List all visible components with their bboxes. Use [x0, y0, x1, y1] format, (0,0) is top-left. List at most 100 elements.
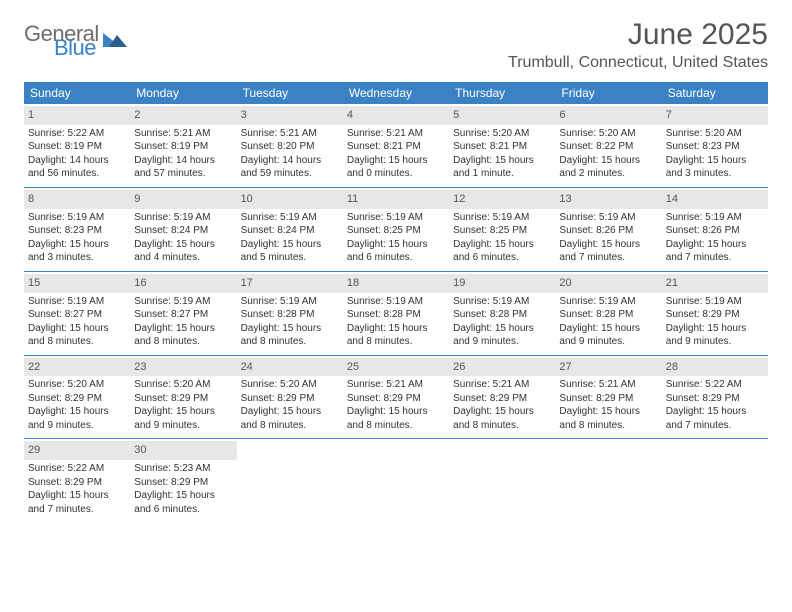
detail-daylight2: and 8 minutes. — [241, 335, 339, 349]
detail-daylight2: and 6 minutes. — [134, 503, 232, 517]
day-number: 19 — [449, 274, 555, 293]
location: Trumbull, Connecticut, United States — [508, 54, 768, 72]
detail-daylight2: and 0 minutes. — [347, 167, 445, 181]
detail-daylight2: and 9 minutes. — [453, 335, 551, 349]
detail-sunrise: Sunrise: 5:19 AM — [28, 211, 126, 225]
detail-sunrise: Sunrise: 5:20 AM — [559, 127, 657, 141]
detail-daylight1: Daylight: 15 hours — [347, 405, 445, 419]
calendar-week: 8Sunrise: 5:19 AMSunset: 8:23 PMDaylight… — [24, 188, 768, 272]
detail-sunrise: Sunrise: 5:20 AM — [134, 378, 232, 392]
calendar-cell: 15Sunrise: 5:19 AMSunset: 8:27 PMDayligh… — [24, 272, 130, 355]
detail-sunset: Sunset: 8:25 PM — [453, 224, 551, 238]
calendar-week: 22Sunrise: 5:20 AMSunset: 8:29 PMDayligh… — [24, 356, 768, 440]
detail-daylight2: and 9 minutes. — [559, 335, 657, 349]
detail-daylight2: and 5 minutes. — [241, 251, 339, 265]
detail-daylight2: and 8 minutes. — [134, 335, 232, 349]
day-number: 23 — [130, 358, 236, 377]
day-number: 7 — [662, 106, 768, 125]
detail-daylight1: Daylight: 15 hours — [134, 405, 232, 419]
day-number: 4 — [343, 106, 449, 125]
triangle-icon — [103, 29, 129, 54]
calendar-cell: 26Sunrise: 5:21 AMSunset: 8:29 PMDayligh… — [449, 356, 555, 439]
detail-sunset: Sunset: 8:29 PM — [134, 392, 232, 406]
calendar-cell: 29Sunrise: 5:22 AMSunset: 8:29 PMDayligh… — [24, 439, 130, 522]
detail-sunrise: Sunrise: 5:20 AM — [453, 127, 551, 141]
detail-daylight2: and 4 minutes. — [134, 251, 232, 265]
detail-daylight2: and 8 minutes. — [28, 335, 126, 349]
calendar-header-cell: Saturday — [662, 82, 768, 104]
detail-sunset: Sunset: 8:29 PM — [666, 392, 764, 406]
day-number: 30 — [130, 441, 236, 460]
detail-daylight1: Daylight: 15 hours — [134, 238, 232, 252]
detail-daylight2: and 8 minutes. — [241, 419, 339, 433]
day-number: 1 — [24, 106, 130, 125]
calendar-cell: 2Sunrise: 5:21 AMSunset: 8:19 PMDaylight… — [130, 104, 236, 187]
detail-sunset: Sunset: 8:24 PM — [134, 224, 232, 238]
detail-daylight1: Daylight: 15 hours — [347, 154, 445, 168]
detail-sunset: Sunset: 8:23 PM — [28, 224, 126, 238]
detail-sunset: Sunset: 8:21 PM — [453, 140, 551, 154]
detail-daylight1: Daylight: 15 hours — [28, 405, 126, 419]
calendar-cell: 12Sunrise: 5:19 AMSunset: 8:25 PMDayligh… — [449, 188, 555, 271]
calendar-cell: 7Sunrise: 5:20 AMSunset: 8:23 PMDaylight… — [662, 104, 768, 187]
detail-sunset: Sunset: 8:27 PM — [28, 308, 126, 322]
day-number: 3 — [237, 106, 343, 125]
detail-sunset: Sunset: 8:19 PM — [134, 140, 232, 154]
day-number: 9 — [130, 190, 236, 209]
detail-daylight1: Daylight: 15 hours — [28, 489, 126, 503]
calendar-cell: 9Sunrise: 5:19 AMSunset: 8:24 PMDaylight… — [130, 188, 236, 271]
calendar-header-cell: Monday — [130, 82, 236, 104]
detail-sunset: Sunset: 8:28 PM — [347, 308, 445, 322]
detail-sunrise: Sunrise: 5:19 AM — [347, 211, 445, 225]
detail-daylight2: and 1 minute. — [453, 167, 551, 181]
day-number: 25 — [343, 358, 449, 377]
detail-daylight1: Daylight: 15 hours — [134, 322, 232, 336]
detail-sunset: Sunset: 8:25 PM — [347, 224, 445, 238]
detail-sunset: Sunset: 8:29 PM — [28, 392, 126, 406]
detail-daylight2: and 8 minutes. — [347, 419, 445, 433]
day-number: 17 — [237, 274, 343, 293]
calendar-cell-empty — [449, 439, 555, 522]
calendar-cell: 25Sunrise: 5:21 AMSunset: 8:29 PMDayligh… — [343, 356, 449, 439]
detail-daylight1: Daylight: 15 hours — [134, 489, 232, 503]
detail-sunrise: Sunrise: 5:20 AM — [28, 378, 126, 392]
calendar-header-row: SundayMondayTuesdayWednesdayThursdayFrid… — [24, 82, 768, 104]
detail-sunset: Sunset: 8:22 PM — [559, 140, 657, 154]
detail-sunset: Sunset: 8:19 PM — [28, 140, 126, 154]
calendar-cell-empty — [662, 439, 768, 522]
detail-sunrise: Sunrise: 5:22 AM — [28, 127, 126, 141]
day-number: 28 — [662, 358, 768, 377]
detail-sunset: Sunset: 8:29 PM — [666, 308, 764, 322]
detail-daylight1: Daylight: 15 hours — [559, 322, 657, 336]
detail-sunset: Sunset: 8:27 PM — [134, 308, 232, 322]
detail-daylight2: and 56 minutes. — [28, 167, 126, 181]
detail-daylight1: Daylight: 15 hours — [241, 322, 339, 336]
detail-daylight1: Daylight: 15 hours — [453, 238, 551, 252]
detail-sunset: Sunset: 8:29 PM — [347, 392, 445, 406]
detail-sunrise: Sunrise: 5:22 AM — [666, 378, 764, 392]
detail-daylight1: Daylight: 15 hours — [347, 322, 445, 336]
detail-sunrise: Sunrise: 5:21 AM — [559, 378, 657, 392]
calendar-week: 29Sunrise: 5:22 AMSunset: 8:29 PMDayligh… — [24, 439, 768, 522]
detail-daylight1: Daylight: 15 hours — [453, 154, 551, 168]
detail-daylight1: Daylight: 15 hours — [666, 405, 764, 419]
detail-daylight1: Daylight: 15 hours — [559, 154, 657, 168]
calendar-header-cell: Sunday — [24, 82, 130, 104]
detail-sunrise: Sunrise: 5:19 AM — [241, 211, 339, 225]
calendar-cell: 8Sunrise: 5:19 AMSunset: 8:23 PMDaylight… — [24, 188, 130, 271]
calendar-cell: 27Sunrise: 5:21 AMSunset: 8:29 PMDayligh… — [555, 356, 661, 439]
calendar-cell: 19Sunrise: 5:19 AMSunset: 8:28 PMDayligh… — [449, 272, 555, 355]
day-number: 20 — [555, 274, 661, 293]
detail-sunset: Sunset: 8:24 PM — [241, 224, 339, 238]
detail-daylight1: Daylight: 15 hours — [666, 154, 764, 168]
detail-sunrise: Sunrise: 5:20 AM — [666, 127, 764, 141]
day-number: 21 — [662, 274, 768, 293]
detail-sunset: Sunset: 8:28 PM — [453, 308, 551, 322]
day-number: 2 — [130, 106, 236, 125]
detail-sunset: Sunset: 8:28 PM — [241, 308, 339, 322]
detail-sunset: Sunset: 8:21 PM — [347, 140, 445, 154]
month-title: June 2025 — [508, 18, 768, 52]
calendar-cell: 17Sunrise: 5:19 AMSunset: 8:28 PMDayligh… — [237, 272, 343, 355]
day-number: 8 — [24, 190, 130, 209]
calendar-cell: 22Sunrise: 5:20 AMSunset: 8:29 PMDayligh… — [24, 356, 130, 439]
